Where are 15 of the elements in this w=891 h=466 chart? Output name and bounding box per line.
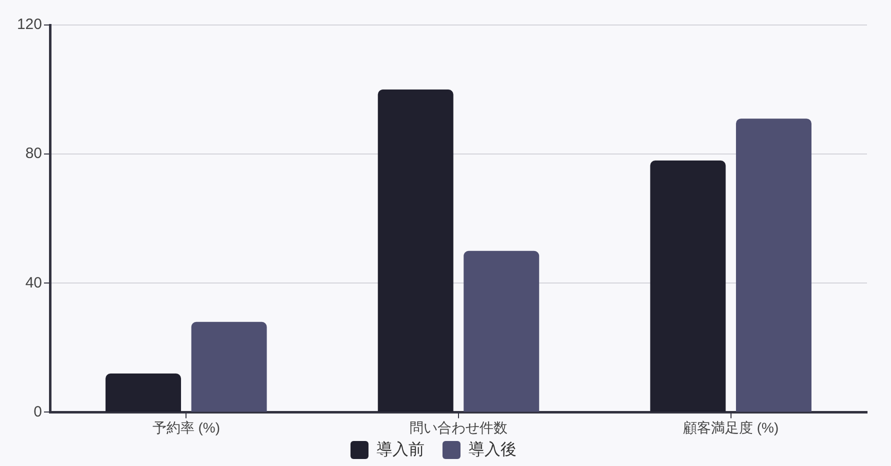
bar	[191, 322, 267, 412]
legend-label: 導入後	[468, 440, 516, 458]
bar	[378, 90, 454, 412]
x-tick-label: 顧客満足度 (%)	[682, 419, 779, 436]
y-tick-label: 40	[25, 274, 42, 292]
bar	[736, 118, 812, 412]
x-tick-label: 問い合わせ件数	[410, 419, 508, 436]
y-tick-label: 0	[34, 403, 42, 420]
y-tick-label: 80	[25, 145, 42, 162]
bar	[106, 373, 182, 412]
bar	[464, 250, 540, 412]
y-tick-label: 120	[16, 16, 42, 34]
x-tick-label: 予約率 (%)	[152, 419, 220, 436]
legend-label: 導入前	[376, 440, 424, 458]
bar	[650, 160, 726, 412]
